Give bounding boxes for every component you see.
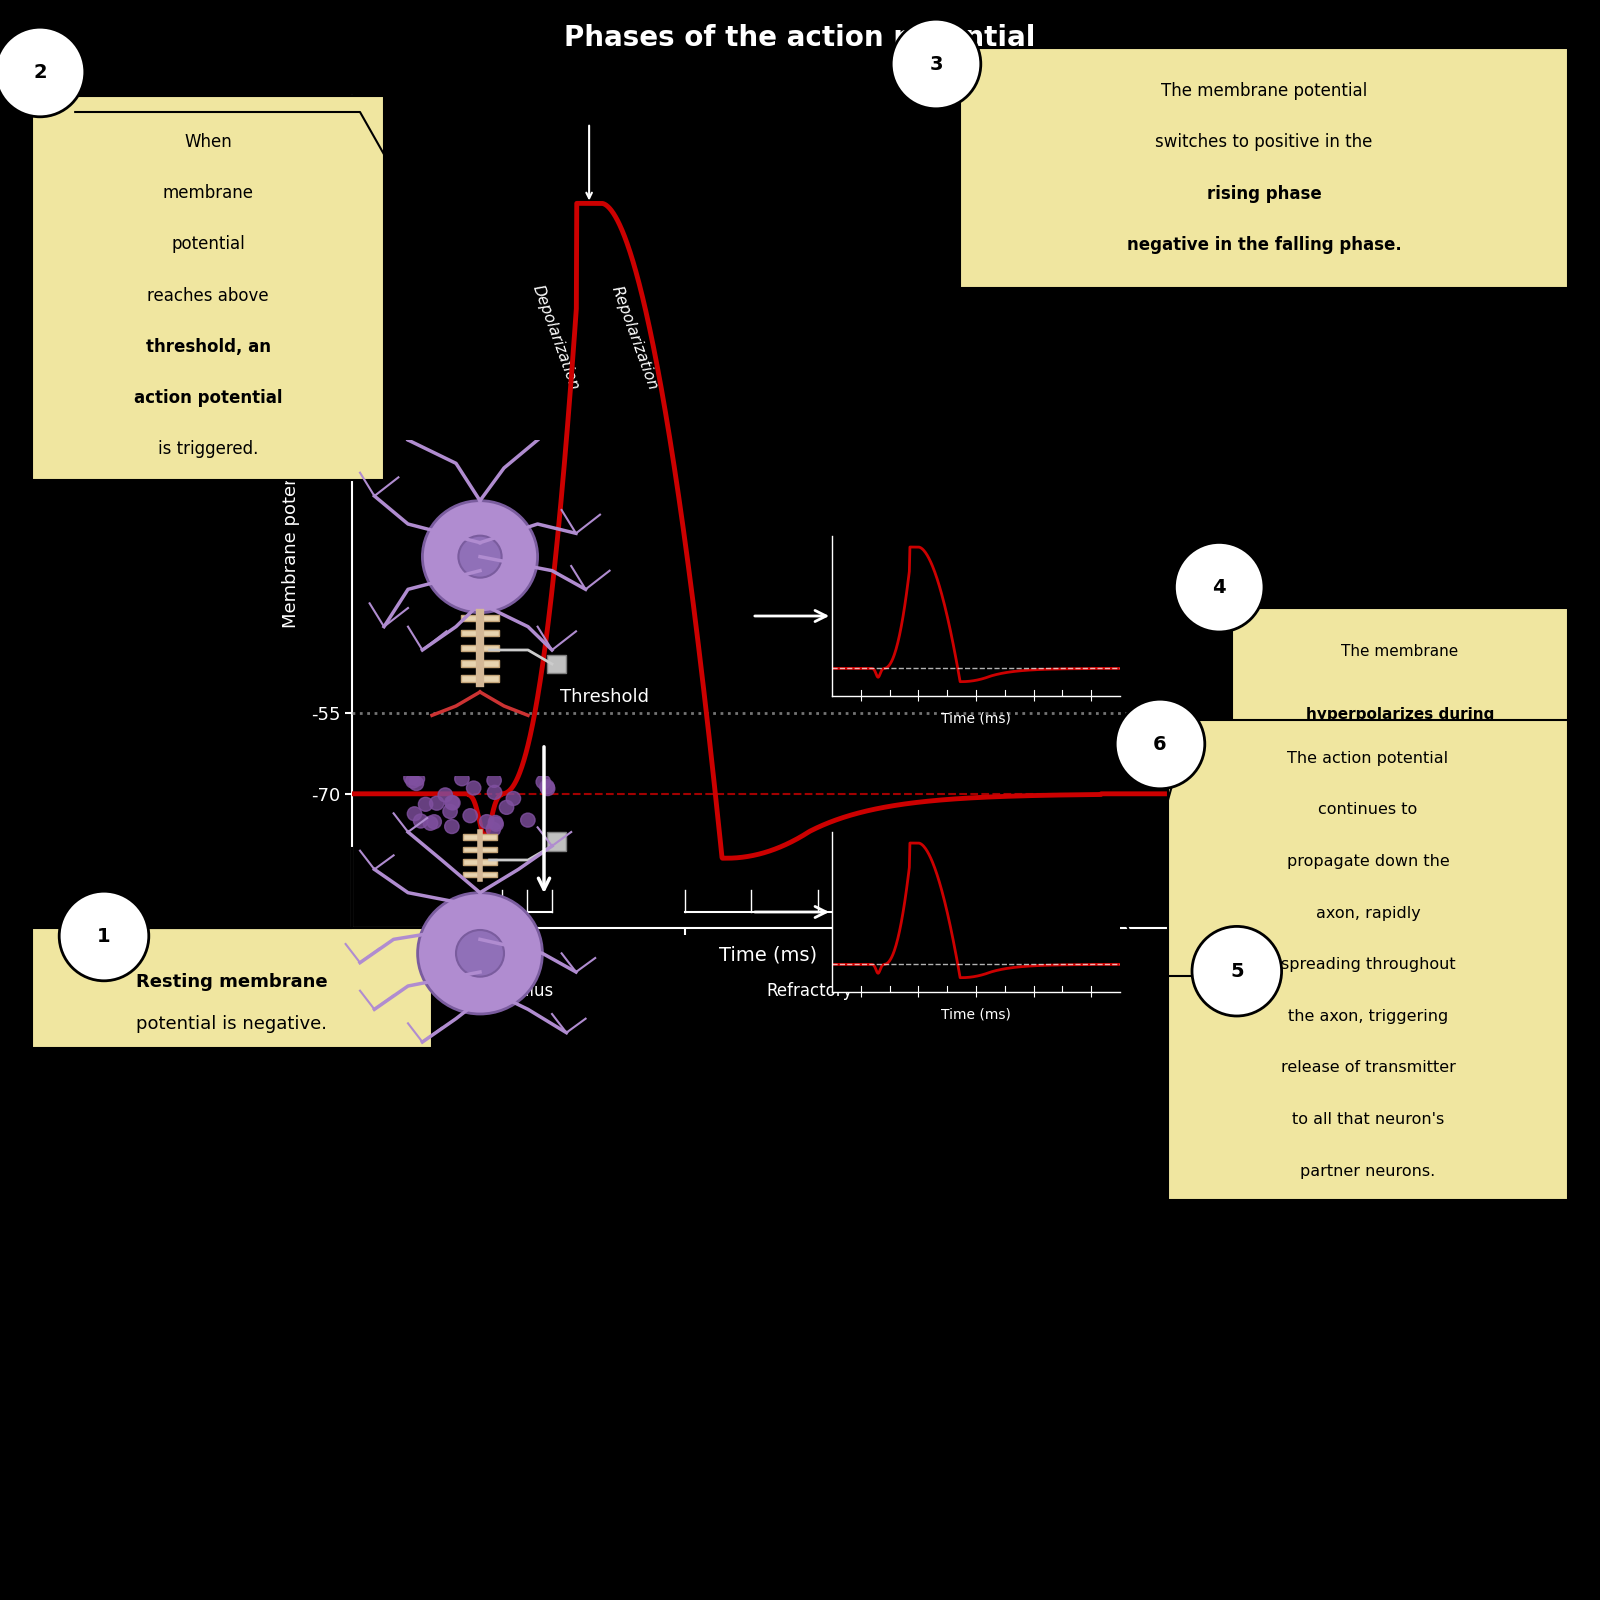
Circle shape xyxy=(541,781,555,795)
Circle shape xyxy=(445,819,459,834)
Y-axis label: Membrane potential (mV): Membrane potential (mV) xyxy=(282,395,299,629)
Circle shape xyxy=(520,813,534,827)
Circle shape xyxy=(456,930,504,976)
Circle shape xyxy=(406,774,421,789)
Text: The membrane potential: The membrane potential xyxy=(1162,82,1366,101)
Text: Threshold: Threshold xyxy=(560,688,650,706)
Text: potential is negative.: potential is negative. xyxy=(136,1014,328,1034)
Circle shape xyxy=(536,774,550,789)
X-axis label: Time (ms): Time (ms) xyxy=(941,1008,1011,1021)
Circle shape xyxy=(408,806,422,821)
Text: to all that neuron's: to all that neuron's xyxy=(1291,1112,1445,1126)
Circle shape xyxy=(438,787,453,802)
Bar xyxy=(547,832,566,851)
Text: potential: potential xyxy=(171,235,245,253)
Circle shape xyxy=(488,816,502,829)
Text: partner neurons.: partner neurons. xyxy=(1301,1163,1435,1179)
Text: The membrane: The membrane xyxy=(1352,1006,1480,1026)
X-axis label: Time (ms): Time (ms) xyxy=(718,946,818,965)
Text: The action potential: The action potential xyxy=(1288,750,1448,766)
Text: propagate down the: propagate down the xyxy=(1286,854,1450,869)
Circle shape xyxy=(424,816,438,830)
Text: rising phase: rising phase xyxy=(1206,184,1322,203)
Text: potential.: potential. xyxy=(1376,1102,1456,1122)
Circle shape xyxy=(429,797,443,810)
Bar xyxy=(461,645,499,651)
Circle shape xyxy=(413,814,427,829)
Text: 1: 1 xyxy=(98,926,110,946)
Text: threshold, an: threshold, an xyxy=(146,338,270,355)
Circle shape xyxy=(462,808,477,822)
Bar xyxy=(464,846,496,853)
Text: the undershoot. It can: the undershoot. It can xyxy=(1315,770,1485,786)
Text: The membrane: The membrane xyxy=(1341,645,1459,659)
Text: 6: 6 xyxy=(1154,734,1166,754)
Text: Stimulus: Stimulus xyxy=(482,982,555,1000)
Text: action potential: action potential xyxy=(134,389,282,406)
Bar xyxy=(461,614,499,621)
Text: spreading throughout: spreading throughout xyxy=(1280,957,1456,973)
Bar xyxy=(461,630,499,637)
Text: be impossible or difficult: be impossible or difficult xyxy=(1306,834,1494,848)
Circle shape xyxy=(539,779,554,794)
Circle shape xyxy=(480,814,494,829)
Text: 5: 5 xyxy=(1230,962,1243,981)
Text: switches to positive in the: switches to positive in the xyxy=(1155,133,1373,152)
Circle shape xyxy=(427,814,442,829)
Text: hyperpolarizes during: hyperpolarizes during xyxy=(1306,707,1494,722)
Text: 2: 2 xyxy=(34,62,46,82)
Bar xyxy=(547,654,566,674)
Bar xyxy=(461,675,499,682)
Circle shape xyxy=(422,501,538,613)
Circle shape xyxy=(403,771,418,784)
Circle shape xyxy=(499,800,514,814)
Text: Repolarization: Repolarization xyxy=(610,283,661,392)
Text: 4: 4 xyxy=(1213,578,1226,597)
Circle shape xyxy=(410,776,424,790)
Bar xyxy=(464,859,496,866)
Text: Resting membrane: Resting membrane xyxy=(136,973,328,990)
Bar xyxy=(461,661,499,667)
Circle shape xyxy=(410,771,424,786)
Circle shape xyxy=(467,781,482,795)
Text: membrane: membrane xyxy=(163,184,253,202)
Text: 3: 3 xyxy=(930,54,942,74)
Circle shape xyxy=(418,797,432,811)
Text: rising phase than back to: rising phase than back to xyxy=(1158,184,1370,203)
Text: When: When xyxy=(184,133,232,150)
Circle shape xyxy=(454,771,469,786)
Bar xyxy=(464,834,496,840)
Circle shape xyxy=(446,795,461,810)
Text: to initiate another AP.: to initiate another AP. xyxy=(1317,896,1483,910)
Circle shape xyxy=(486,773,501,787)
Circle shape xyxy=(458,536,502,578)
Circle shape xyxy=(418,893,542,1014)
Circle shape xyxy=(488,786,502,800)
Text: Refractory: Refractory xyxy=(766,982,853,1000)
Text: negative in the falling phase.: negative in the falling phase. xyxy=(1126,235,1402,254)
Text: is triggered.: is triggered. xyxy=(158,440,258,458)
Text: release of transmitter: release of transmitter xyxy=(1280,1061,1456,1075)
Circle shape xyxy=(445,795,459,810)
Circle shape xyxy=(490,818,504,830)
Text: reaches above: reaches above xyxy=(147,286,269,304)
Circle shape xyxy=(486,822,501,837)
Text: Phases of the action potential: Phases of the action potential xyxy=(565,24,1035,51)
Bar xyxy=(464,872,496,877)
Text: continues to: continues to xyxy=(1318,803,1418,818)
Text: the axon, triggering: the axon, triggering xyxy=(1288,1010,1448,1024)
Text: Depolarization: Depolarization xyxy=(530,283,582,392)
Text: returns to resting: returns to resting xyxy=(1344,1054,1488,1074)
Text: axon, rapidly: axon, rapidly xyxy=(1315,906,1421,920)
Circle shape xyxy=(443,805,458,819)
X-axis label: Time (ms): Time (ms) xyxy=(941,712,1011,725)
Circle shape xyxy=(506,792,520,805)
